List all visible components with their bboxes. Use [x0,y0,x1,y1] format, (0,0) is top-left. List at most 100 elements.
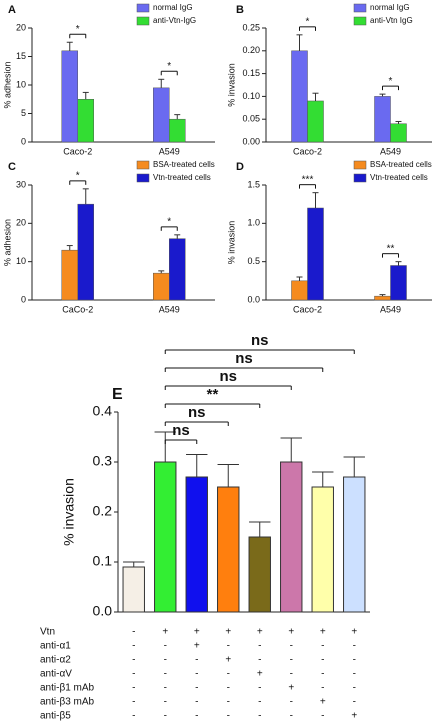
y-tick-label: 0.2 [93,503,113,519]
treatment-sign: + [351,711,357,722]
treatment-sign: - [321,655,324,666]
treatment-sign: - [164,669,167,680]
treatment-sign: + [225,627,231,638]
x-tick-label: A549 [380,304,401,314]
bar [311,486,334,613]
y-tick-label: 0 [21,136,26,146]
treatment-sign: - [290,697,293,708]
significance-label: * [167,61,171,72]
treatment-sign: - [290,655,293,666]
legend-swatch [353,16,367,26]
treatment-sign: - [353,683,356,694]
legend-swatch [136,16,150,26]
treatment-sign: + [257,627,263,638]
treatment-sign: - [132,669,135,680]
treatment-sign: + [351,627,357,638]
treatment-sign: + [320,697,326,708]
legend-swatch [353,173,367,183]
x-tick-label: CaCo-2 [62,304,93,314]
y-tick-label: 0.20 [242,45,260,55]
bar [169,238,186,301]
bar [343,476,366,613]
treatment-sign: - [258,711,261,722]
treatment-sign: - [132,697,135,708]
bar [374,96,391,143]
treatment-sign: - [195,669,198,680]
treatment-sign: - [353,669,356,680]
legend-swatch [353,160,367,170]
panel-letter: A [8,4,16,16]
legend-label: BSA-treated cells [153,160,215,169]
significance-label: * [306,16,310,27]
treatment-sign: - [290,641,293,652]
treatment-label: anti-β3 mAb [40,697,95,708]
y-tick-label: 20 [16,22,26,32]
bar [307,207,324,301]
significance-label: ns [188,404,206,421]
x-tick-label: A549 [380,146,401,156]
legend-swatch [136,160,150,170]
bar [291,280,308,301]
significance-label: ns [172,422,190,439]
treatment-sign: + [288,627,294,638]
treatment-sign: - [227,683,230,694]
treatment-sign: - [132,711,135,722]
treatment-sign: - [164,655,167,666]
significance-label: * [389,76,393,87]
y-axis-label: % adhesion [2,219,12,266]
treatment-label: anti-α1 [40,641,71,652]
significance-label: *** [302,174,314,185]
bar [248,536,271,613]
bar [374,295,391,301]
treatment-label: anti-β5 [40,711,71,722]
treatment-sign: + [194,641,200,652]
treatment-label: Vtn [40,627,55,638]
y-tick-label: 10 [16,256,26,266]
y-tick-label: 0.15 [242,68,260,78]
treatment-sign: - [164,641,167,652]
x-tick-label: Caco-2 [293,304,322,314]
treatment-sign: - [195,697,198,708]
treatment-label: anti-β1 mAb [40,683,95,694]
treatment-sign: + [320,627,326,638]
treatment-sign: - [258,683,261,694]
treatment-sign: - [353,655,356,666]
bar [291,50,308,143]
treatment-sign: - [132,641,135,652]
treatment-sign: - [195,711,198,722]
bar [153,272,170,301]
treatment-sign: - [321,683,324,694]
treatment-sign: - [258,641,261,652]
y-axis-label: % invasion [61,478,77,546]
treatment-sign: - [195,683,198,694]
y-tick-label: 0.1 [93,553,113,569]
y-tick-label: 0.0 [247,294,260,304]
treatment-sign: - [132,683,135,694]
treatment-label: anti-α2 [40,655,71,666]
legend-label: BSA-treated cells [370,160,432,169]
significance-label: ns [235,350,253,367]
treatment-sign: + [257,669,263,680]
y-axis-label: % invasion [226,63,236,107]
bar [217,486,240,613]
significance-label: * [76,170,80,181]
treatment-sign: - [227,711,230,722]
treatment-sign: - [164,711,167,722]
legend-label: anti-Vtn IgG [370,16,413,25]
treatment-sign: + [162,627,168,638]
panel-letter: C [8,161,16,173]
y-tick-label: 20 [16,218,26,228]
treatment-sign: - [258,697,261,708]
y-tick-label: 0.25 [242,22,260,32]
bar [153,87,170,143]
treatment-sign: - [321,711,324,722]
treatment-sign: - [353,697,356,708]
bar [185,476,208,613]
y-tick-label: 0.05 [242,114,260,124]
y-tick-label: 1.5 [247,179,260,189]
treatment-sign: + [194,627,200,638]
y-tick-label: 0 [21,294,26,304]
legend-label: normal IgG [153,3,193,12]
legend-label: anti-Vtn-IgG [153,16,196,25]
